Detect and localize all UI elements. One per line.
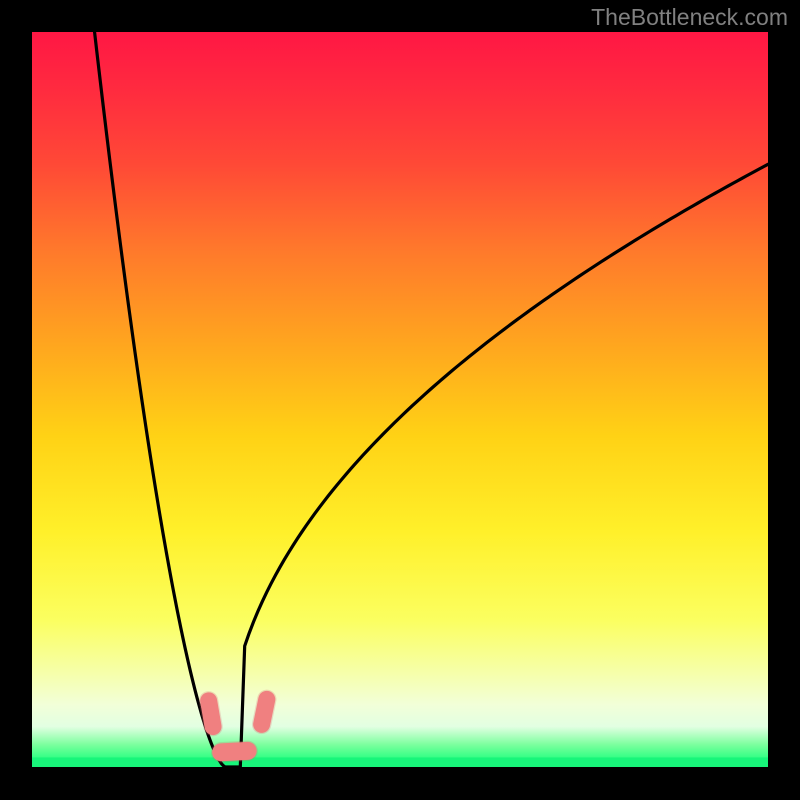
bottom-band — [32, 757, 768, 767]
marker-capsule — [262, 699, 267, 724]
watermark-text: TheBottleneck.com — [591, 4, 788, 31]
chart-canvas: TheBottleneck.com — [0, 0, 800, 800]
marker-capsule — [221, 751, 247, 752]
marker-capsule — [209, 701, 213, 727]
bottleneck-chart — [0, 0, 800, 800]
